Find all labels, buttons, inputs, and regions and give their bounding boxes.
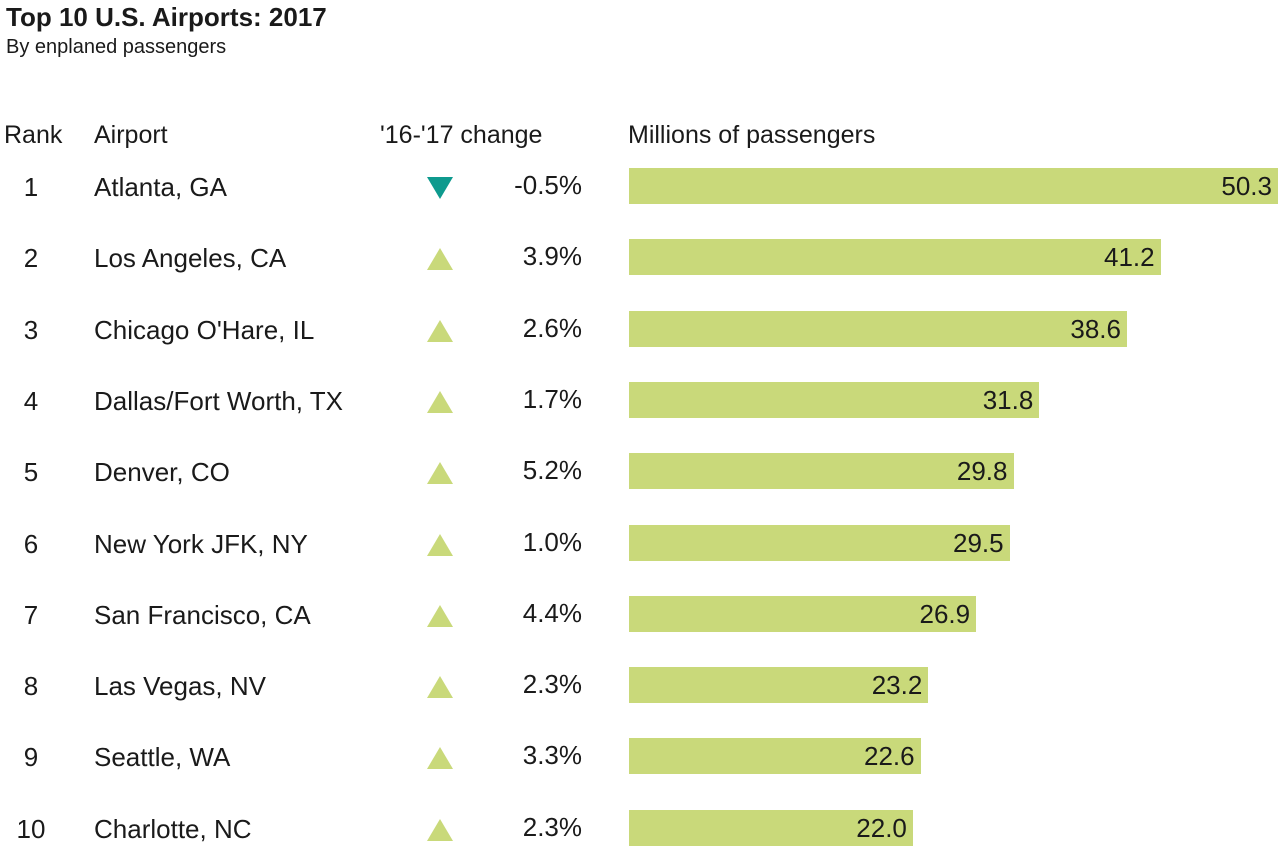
header-passengers: Millions of passengers bbox=[628, 121, 876, 149]
table-row: 10 Charlotte, NC 2.3% 22.0 bbox=[0, 810, 1278, 850]
table-row: 5 Denver, CO 5.2% 29.8 bbox=[0, 453, 1278, 493]
bar: 41.2 bbox=[629, 239, 1161, 275]
triangle-up-icon bbox=[427, 391, 453, 413]
bar: 38.6 bbox=[629, 311, 1127, 347]
bar: 31.8 bbox=[629, 382, 1040, 418]
triangle-up-icon bbox=[427, 462, 453, 484]
rank-label: 10 bbox=[16, 814, 46, 844]
change-label: 1.0% bbox=[522, 527, 582, 557]
bar-value-label: 41.2 bbox=[1103, 242, 1155, 272]
airport-label: San Francisco, CA bbox=[94, 600, 311, 630]
triangle-up-icon bbox=[427, 534, 453, 556]
change-label: 5.2% bbox=[522, 455, 582, 485]
change-label: 4.4% bbox=[522, 598, 582, 628]
rank-label: 1 bbox=[23, 172, 39, 202]
airport-label: New York JFK, NY bbox=[94, 529, 308, 559]
rank-label: 8 bbox=[23, 671, 39, 701]
rank-label: 5 bbox=[23, 457, 39, 487]
table-row: 7 San Francisco, CA 4.4% 26.9 bbox=[0, 596, 1278, 636]
bar-value-label: 29.8 bbox=[956, 456, 1008, 486]
change-label: 2.3% bbox=[522, 812, 582, 842]
airport-label: Dallas/Fort Worth, TX bbox=[94, 386, 343, 416]
bar-value-label: 38.6 bbox=[1070, 314, 1121, 344]
bar: 26.9 bbox=[629, 596, 977, 632]
change-label: 3.9% bbox=[522, 241, 582, 271]
airport-label: Denver, CO bbox=[94, 457, 230, 487]
airport-label: Atlanta, GA bbox=[94, 172, 227, 202]
change-label: -0.5% bbox=[514, 170, 582, 200]
airport-label: Los Angeles, CA bbox=[94, 243, 287, 273]
header-rank: Rank bbox=[4, 121, 63, 149]
table-row: 8 Las Vegas, NV 2.3% 23.2 bbox=[0, 667, 1278, 707]
airport-label: Las Vegas, NV bbox=[94, 671, 266, 701]
rank-label: 2 bbox=[23, 243, 39, 273]
change-label: 2.3% bbox=[522, 669, 582, 699]
airport-label: Seattle, WA bbox=[94, 742, 231, 772]
change-label: 2.6% bbox=[522, 313, 582, 343]
table-row: 2 Los Angeles, CA 3.9% 41.2 bbox=[0, 239, 1278, 279]
change-label: 3.3% bbox=[522, 740, 582, 770]
chart-title: Top 10 U.S. Airports: 2017 bbox=[6, 2, 327, 32]
triangle-up-icon bbox=[427, 248, 453, 270]
bar-value-label: 50.3 bbox=[1221, 171, 1272, 201]
bar: 29.8 bbox=[629, 453, 1014, 489]
rank-label: 4 bbox=[23, 386, 39, 416]
rank-label: 3 bbox=[23, 315, 39, 345]
chart-subtitle: By enplaned passengers bbox=[6, 36, 227, 58]
triangle-down-icon bbox=[427, 177, 453, 199]
table-row: 3 Chicago O'Hare, IL 2.6% 38.6 bbox=[0, 311, 1278, 351]
triangle-up-icon bbox=[427, 676, 453, 698]
bar-value-label: 22.0 bbox=[856, 813, 907, 843]
triangle-up-icon bbox=[427, 320, 453, 342]
table-row: 9 Seattle, WA 3.3% 22.6 bbox=[0, 738, 1278, 778]
bar: 29.5 bbox=[629, 525, 1010, 561]
bar-value-label: 22.6 bbox=[863, 741, 915, 771]
triangle-up-icon bbox=[427, 605, 453, 627]
header-airport: Airport bbox=[94, 121, 168, 149]
bar-value-label: 31.8 bbox=[982, 385, 1034, 415]
bar-value-label: 26.9 bbox=[919, 599, 971, 629]
airport-label: Charlotte, NC bbox=[94, 814, 252, 844]
header-change: '16-'17 change bbox=[380, 121, 543, 149]
bar: 22.6 bbox=[629, 738, 921, 774]
rank-label: 9 bbox=[23, 742, 39, 772]
table-row: 4 Dallas/Fort Worth, TX 1.7% 31.8 bbox=[0, 382, 1278, 422]
rank-label: 7 bbox=[23, 600, 39, 630]
bar: 23.2 bbox=[629, 667, 929, 703]
bar: 50.3 bbox=[629, 168, 1278, 204]
triangle-up-icon bbox=[427, 747, 453, 769]
triangle-up-icon bbox=[427, 819, 453, 841]
rank-label: 6 bbox=[23, 529, 39, 559]
table-row: 6 New York JFK, NY 1.0% 29.5 bbox=[0, 525, 1278, 565]
bar: 22.0 bbox=[629, 810, 913, 846]
airport-label: Chicago O'Hare, IL bbox=[94, 315, 315, 345]
table-row: 1 Atlanta, GA -0.5% 50.3 bbox=[0, 168, 1278, 208]
change-label: 1.7% bbox=[522, 384, 582, 414]
bar-value-label: 23.2 bbox=[871, 670, 923, 700]
bar-value-label: 29.5 bbox=[952, 528, 1004, 558]
